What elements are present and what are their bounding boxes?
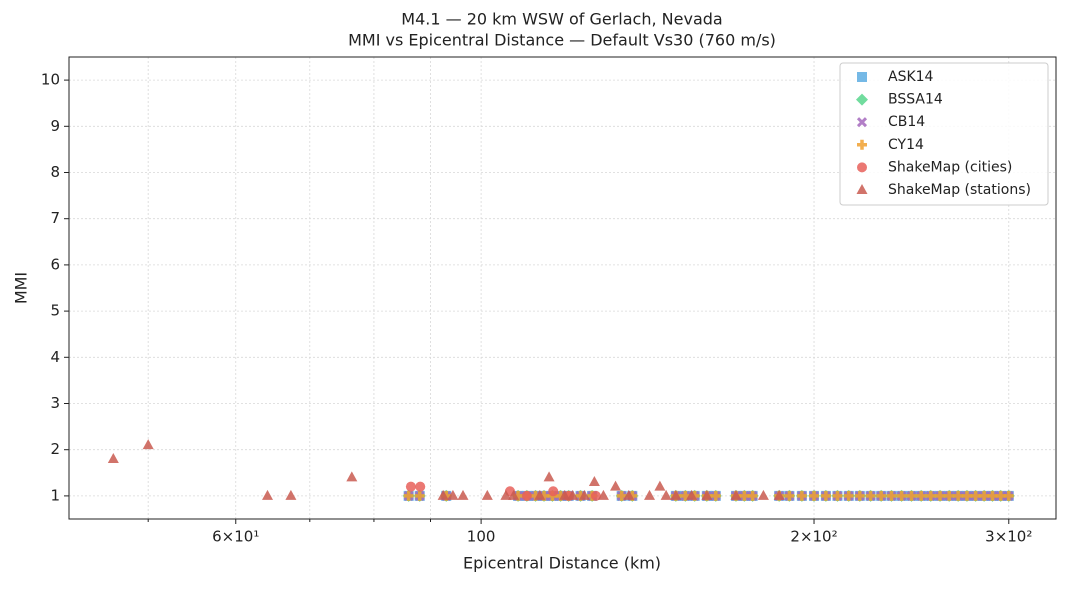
legend-item: ShakeMap (cities): [857, 159, 1012, 175]
marker: [559, 489, 571, 500]
marker: [415, 481, 426, 492]
marker: [757, 489, 769, 500]
plot-frame: [68, 56, 1057, 520]
marker: [346, 471, 358, 482]
marker: [578, 489, 590, 500]
marker: [832, 490, 843, 501]
legend-item: CB14: [856, 114, 925, 130]
marker: [843, 490, 854, 501]
marker: [857, 162, 867, 173]
chart-title: M4.1 — 20 km WSW of Gerlach, Nevada: [401, 10, 722, 29]
marker: [403, 490, 414, 501]
marker: [590, 490, 601, 501]
marker: [916, 490, 927, 501]
marker: [508, 489, 520, 500]
marker: [616, 490, 627, 501]
x-tick-label: 2×10²: [790, 528, 837, 546]
legend-item: ShakeMap (stations): [856, 182, 1031, 198]
y-tick-label: 7: [50, 209, 60, 227]
marker: [856, 93, 868, 106]
marker: [925, 490, 936, 501]
chart-subtitle: MMI vs Epicentral Distance — Default Vs3…: [348, 31, 776, 50]
marker: [935, 490, 946, 501]
marker: [773, 489, 785, 500]
marker: [865, 490, 876, 501]
marker: [970, 490, 981, 501]
marker: [686, 489, 698, 500]
marker: [701, 489, 713, 500]
marker: [543, 471, 555, 482]
y-tick-label: 4: [50, 348, 60, 366]
legend-label: BSSA14: [888, 92, 943, 108]
y-axis-label: MMI: [12, 272, 31, 304]
y-tick-label: 10: [41, 71, 60, 89]
marker: [896, 490, 907, 501]
marker: [747, 490, 758, 501]
x-tick-label: 6×10¹: [212, 528, 259, 546]
x-axis-label: Epicentral Distance (km): [463, 554, 661, 573]
marker: [107, 452, 119, 463]
marker: [405, 481, 416, 492]
marker: [285, 489, 297, 500]
y-tick-label: 9: [50, 117, 60, 135]
marker: [886, 490, 897, 501]
y-tick-label: 1: [50, 486, 60, 504]
marker: [796, 490, 807, 501]
y-tick-label: 6: [50, 255, 60, 273]
marker: [979, 490, 990, 501]
marker: [644, 489, 656, 500]
marker: [670, 489, 682, 500]
marker: [856, 117, 868, 128]
marker: [857, 72, 867, 82]
marker: [481, 489, 493, 500]
x-tick-label: 3×10²: [985, 528, 1032, 546]
legend-label: CY14: [888, 137, 924, 153]
marker: [534, 489, 546, 500]
marker: [876, 490, 887, 501]
legend-item: ASK14: [857, 69, 934, 85]
marker: [588, 476, 600, 487]
marker: [610, 480, 622, 491]
marker: [1003, 490, 1014, 501]
marker: [567, 489, 579, 500]
marker: [597, 489, 609, 500]
marker: [820, 490, 831, 501]
marker: [623, 489, 635, 500]
x-tick-label: 100: [467, 528, 496, 546]
y-tick-label: 8: [50, 163, 60, 181]
marker: [809, 490, 820, 501]
legend-box: [839, 62, 1049, 206]
marker: [447, 489, 459, 500]
marker: [457, 489, 469, 500]
marker: [856, 184, 868, 194]
marker: [784, 490, 795, 501]
marker: [906, 490, 917, 501]
marker: [854, 490, 865, 501]
legend-label: ShakeMap (stations): [888, 182, 1031, 198]
legend-label: ShakeMap (cities): [888, 159, 1012, 175]
marker: [953, 490, 964, 501]
marker: [660, 489, 672, 500]
marker: [521, 490, 532, 501]
marker: [857, 139, 867, 150]
legend-label: CB14: [888, 114, 925, 130]
y-tick-label: 3: [50, 394, 60, 412]
marker: [437, 489, 449, 500]
marker: [730, 489, 742, 500]
marker: [548, 486, 559, 497]
legend-item: CY14: [857, 137, 924, 153]
legend-item: BSSA14: [856, 92, 943, 108]
marker: [944, 490, 955, 501]
marker: [710, 490, 721, 501]
legend-label: ASK14: [888, 69, 934, 85]
y-tick-label: 5: [50, 302, 60, 320]
marker: [262, 489, 274, 500]
marker: [142, 439, 154, 450]
marker: [500, 489, 512, 500]
y-tick-label: 2: [50, 440, 60, 458]
marker: [414, 490, 425, 501]
marker: [961, 490, 972, 501]
marker: [654, 480, 666, 491]
